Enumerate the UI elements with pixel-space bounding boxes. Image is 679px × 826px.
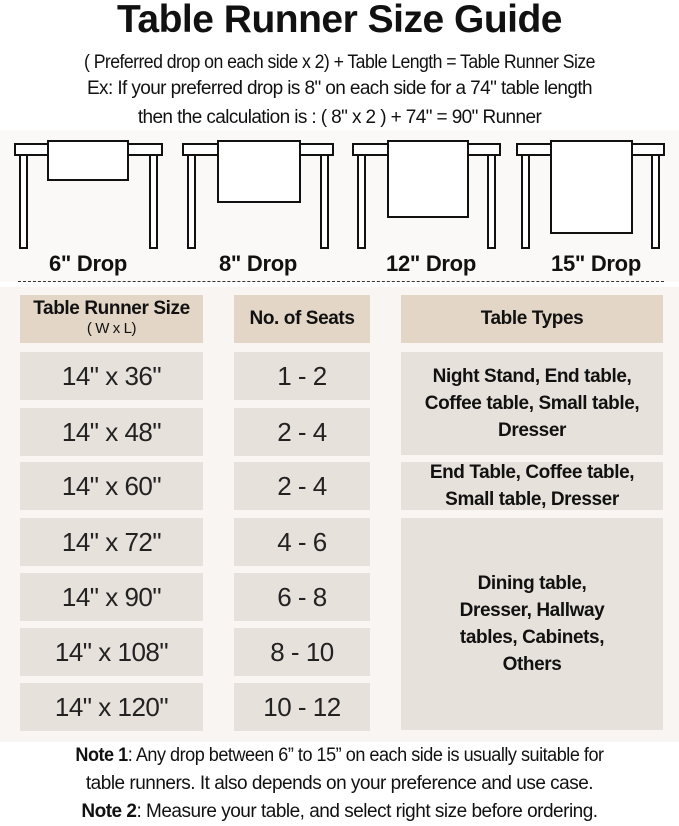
example-line-2: then the calculation is : ( 8" x 2 ) + 7… — [137, 107, 542, 128]
dashed-divider — [18, 281, 664, 282]
drop-label-6: 6" Drop — [48, 251, 127, 276]
row-size: 14" x 72" — [20, 518, 203, 566]
row-size: 14" x 60" — [20, 462, 203, 510]
note-1: Note 1: Any drop between 6” to 15” on ea… — [17, 745, 662, 767]
note-2: Note 2: Measure your table, and select r… — [0, 801, 679, 823]
header-seats: No. of Seats — [234, 295, 370, 343]
note-1-text: : Any drop between 6” to 15” on each sid… — [127, 745, 604, 766]
table-types-group-1: Night Stand, End table, Coffee table, Sm… — [401, 352, 663, 455]
drop-label-12: 12" Drop — [386, 251, 476, 276]
row-seats: 2 - 4 — [234, 408, 370, 456]
header-size: Table Runner Size ( W x L) — [20, 295, 203, 343]
row-size: 14" x 48" — [20, 408, 203, 456]
table-types-group-2: End Table, Coffee table, Small table, Dr… — [401, 462, 663, 510]
row-seats: 1 - 2 — [234, 352, 370, 400]
drop-label-15: 15" Drop — [551, 251, 641, 276]
header-size-sublabel: ( W x L) — [86, 320, 137, 337]
table-6-drop-illustration — [14, 140, 163, 249]
table-12-drop-illustration — [352, 140, 501, 249]
row-size: 14" x 120" — [20, 683, 203, 731]
drop-label-8: 8" Drop — [218, 251, 297, 276]
table-types-text: Dining table, Dresser, Hallway tables, C… — [459, 573, 605, 675]
table-15-drop-illustration — [516, 140, 665, 249]
example-line-1: Ex: If your preferred drop is 8" on each… — [86, 78, 593, 99]
note-2-label: Note 2 — [81, 801, 137, 822]
table-8-drop-illustration — [182, 140, 334, 249]
note-2-text: : Measure your table, and select right s… — [136, 801, 598, 822]
row-size: 14" x 108" — [20, 628, 203, 676]
row-seats: 6 - 8 — [234, 573, 370, 621]
note-1-label: Note 1 — [75, 745, 128, 766]
table-types-text: End Table, Coffee table, Small table, Dr… — [429, 462, 635, 510]
row-size: 14" x 36" — [20, 352, 203, 400]
table-types-group-3: Dining table, Dresser, Hallway tables, C… — [401, 518, 663, 730]
row-seats: 2 - 4 — [234, 462, 370, 510]
row-seats: 8 - 10 — [234, 628, 370, 676]
note-1-continued: table runners. It also depends on your p… — [85, 773, 594, 794]
formula-text: ( Preferred drop on each side x 2) + Tab… — [84, 52, 595, 73]
header-size-label: Table Runner Size — [33, 298, 190, 319]
row-seats: 10 - 12 — [234, 683, 370, 731]
row-seats: 4 - 6 — [234, 518, 370, 566]
header-types: Table Types — [401, 295, 663, 343]
page-title: Table Runner Size Guide — [116, 0, 563, 41]
table-drop-illustrations — [14, 140, 665, 249]
row-size: 14" x 90" — [20, 573, 203, 621]
table-types-text: Night Stand, End table, Coffee table, Sm… — [424, 366, 640, 441]
